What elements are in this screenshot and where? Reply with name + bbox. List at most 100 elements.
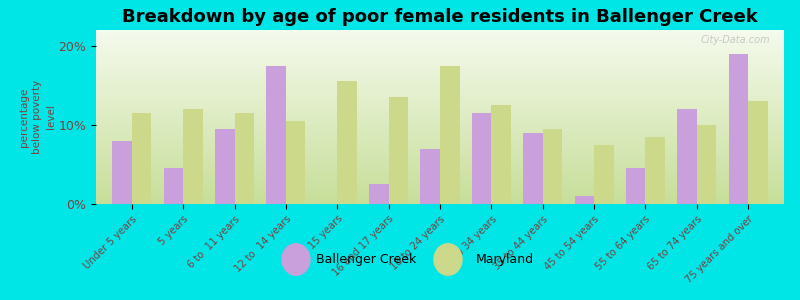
Bar: [96, 32, 784, 34]
Bar: [96, 150, 784, 152]
Bar: [96, 145, 784, 147]
Bar: [96, 202, 784, 204]
Bar: [96, 39, 784, 41]
Text: Ballenger Creek: Ballenger Creek: [316, 253, 416, 266]
Bar: [96, 166, 784, 167]
Bar: [96, 75, 784, 77]
Bar: [96, 98, 784, 100]
Bar: [96, 60, 784, 61]
Bar: [96, 200, 784, 202]
Bar: [96, 122, 784, 124]
Bar: [748, 101, 767, 204]
Bar: [96, 49, 784, 51]
Bar: [96, 94, 784, 96]
Bar: [96, 148, 784, 150]
Bar: [96, 112, 784, 113]
Bar: [96, 30, 784, 32]
Bar: [96, 126, 784, 127]
Bar: [338, 81, 357, 204]
Bar: [96, 185, 784, 187]
Y-axis label: percentage
below poverty
level: percentage below poverty level: [19, 80, 56, 154]
Bar: [96, 176, 784, 178]
Bar: [96, 119, 784, 121]
Bar: [96, 157, 784, 159]
Bar: [96, 197, 784, 199]
Bar: [266, 66, 286, 204]
Bar: [96, 131, 784, 133]
Bar: [96, 188, 784, 190]
Bar: [96, 159, 784, 161]
Bar: [96, 138, 784, 140]
Bar: [96, 155, 784, 157]
Bar: [421, 148, 440, 204]
Bar: [96, 171, 784, 173]
Bar: [96, 93, 784, 94]
Bar: [96, 195, 784, 197]
Bar: [96, 169, 784, 171]
Bar: [96, 164, 784, 166]
Bar: [96, 91, 784, 93]
Bar: [96, 140, 784, 141]
Bar: [96, 182, 784, 183]
Bar: [542, 129, 562, 204]
Bar: [96, 42, 784, 44]
Bar: [96, 143, 784, 145]
Bar: [697, 125, 716, 204]
Ellipse shape: [282, 244, 310, 275]
Bar: [96, 52, 784, 54]
Bar: [96, 178, 784, 180]
Bar: [96, 100, 784, 101]
Bar: [96, 70, 784, 72]
Bar: [96, 115, 784, 117]
Bar: [523, 133, 542, 204]
Bar: [286, 121, 306, 204]
Bar: [389, 97, 408, 204]
Bar: [626, 168, 646, 204]
Bar: [96, 51, 784, 52]
Bar: [96, 199, 784, 200]
Bar: [96, 56, 784, 58]
Bar: [234, 113, 254, 204]
Bar: [96, 35, 784, 37]
Ellipse shape: [434, 244, 462, 275]
Bar: [96, 106, 784, 108]
Bar: [96, 173, 784, 174]
Bar: [183, 109, 202, 204]
Bar: [96, 108, 784, 110]
Bar: [215, 129, 234, 204]
Bar: [96, 46, 784, 47]
Bar: [678, 109, 697, 204]
Bar: [96, 37, 784, 39]
Bar: [96, 154, 784, 155]
Bar: [96, 134, 784, 136]
Bar: [96, 117, 784, 119]
Bar: [96, 152, 784, 154]
Bar: [96, 58, 784, 60]
Bar: [96, 180, 784, 182]
Bar: [96, 141, 784, 143]
Bar: [96, 103, 784, 105]
Bar: [574, 196, 594, 204]
Bar: [96, 47, 784, 49]
Bar: [646, 137, 665, 204]
Bar: [96, 54, 784, 56]
Bar: [96, 61, 784, 63]
Bar: [96, 194, 784, 195]
Bar: [96, 63, 784, 65]
Bar: [96, 96, 784, 98]
Bar: [96, 190, 784, 192]
Bar: [440, 66, 459, 204]
Bar: [96, 80, 784, 82]
Bar: [96, 77, 784, 79]
Bar: [96, 84, 784, 86]
Bar: [96, 110, 784, 112]
Bar: [96, 129, 784, 131]
Bar: [96, 44, 784, 46]
Bar: [96, 160, 784, 162]
Bar: [369, 184, 389, 204]
Text: Maryland: Maryland: [476, 253, 534, 266]
Bar: [491, 105, 511, 204]
Bar: [96, 101, 784, 103]
Bar: [96, 72, 784, 74]
Bar: [594, 145, 614, 204]
